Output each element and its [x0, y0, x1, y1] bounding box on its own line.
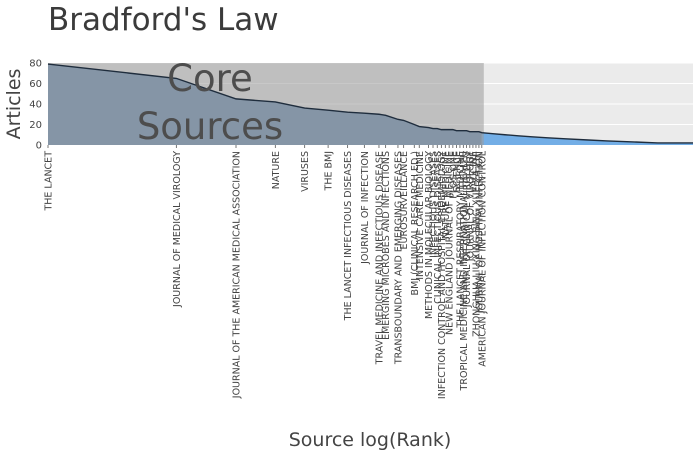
source-tick-label: NATURE — [271, 151, 282, 189]
source-tick-label: CLINICAL INFECTIOUS DISEASES — [433, 151, 444, 304]
x-axis-title: Source log(Rank) — [289, 429, 452, 450]
source-tick-label: EMERGING MICROBES AND INFECTIONS — [381, 151, 392, 340]
core-label: Core — [167, 57, 253, 100]
source-tick-label: EUROSURVEILLANCE — [399, 151, 410, 249]
source-tick-label: SCIENCE — [452, 151, 463, 192]
y-tick-label: 60 — [29, 79, 42, 90]
source-tick-label: METHODS IN MOLECULAR BIOLOGY — [424, 151, 435, 319]
source-tick-label: JOURNAL OF THE AMERICAN MEDICAL ASSOCIAT… — [232, 151, 243, 399]
y-tick-label: 40 — [29, 100, 42, 111]
source-tick-label: AMERICAN JOURNAL OF INFECTION CONTROL — [477, 150, 488, 366]
area-outside-core — [481, 132, 693, 145]
articles-curve-line — [47, 63, 693, 144]
y-tick-label: 0 — [36, 141, 42, 152]
source-tick-label: JOURNAL OF CLINICAL VIROLOGY — [462, 151, 473, 308]
x-axis-ticks: THE LANCET JOURNAL OF MEDICAL VIROLOGY JOU… — [44, 145, 488, 399]
core-zone — [48, 63, 484, 145]
source-tick-label: VACCINE — [468, 151, 479, 192]
source-tick-label: JOURNAL OF MEDICAL VIROLOGY — [172, 151, 183, 308]
source-tick-label: THE LANCET — [44, 151, 55, 212]
source-tick-label: JOURNAL OF VIROLOGY — [465, 151, 476, 262]
source-tick-label: THE LANCET INFECTIOUS DISEASES — [343, 151, 354, 321]
source-tick-label: NEW ENGLAND JOURNAL OF MEDICINE — [445, 151, 456, 335]
sources-label: Sources — [137, 105, 283, 148]
source-tick-label: BMJ (CLINICAL RESEARCH ED.) — [410, 151, 421, 295]
y-axis-title: Articles — [3, 69, 25, 140]
source-tick-label: THE LANCET RESPIRATORY MEDICINE — [455, 151, 466, 329]
y-axis-ticks: 0 20 40 60 80 — [29, 59, 42, 152]
source-tick-label: INTENSIVE CARE MEDICINE — [415, 151, 426, 280]
y-tick-label: 80 — [29, 59, 42, 70]
source-tick-label: TRANSBOUNDARY AND EMERGING DISEASES — [393, 151, 404, 365]
source-tick-label: ZHONGHUA LIU XING BING XUE ZA ZHI — [471, 151, 482, 337]
source-tick-label: TRAVEL MEDICINE AND INFECTIOUS DISEASE — [374, 151, 385, 365]
source-tick-label: JOURNAL OF HOSPITAL INFECTION — [474, 151, 485, 314]
source-tick-label: INFECTIOUS DISEASES — [429, 151, 440, 258]
source-tick-label: PLOS ONE — [448, 151, 459, 199]
chart-title: Bradford's Law — [48, 2, 279, 38]
source-tick-label: JOURNAL OF INFECTION — [360, 151, 371, 265]
source-tick-label: NATURE MEDICINE — [441, 151, 452, 239]
source-tick-label: INFECTION CONTROL AND HOSPITAL EPIDEMIOL… — [437, 151, 448, 399]
source-tick-label: TROPICAL MEDICINE AND INTERNATIONAL HEAL… — [459, 151, 470, 391]
source-tick-label: VIRUSES — [300, 151, 311, 192]
source-tick-label: THE BMJ — [324, 151, 335, 191]
y-tick-label: 20 — [29, 120, 42, 131]
